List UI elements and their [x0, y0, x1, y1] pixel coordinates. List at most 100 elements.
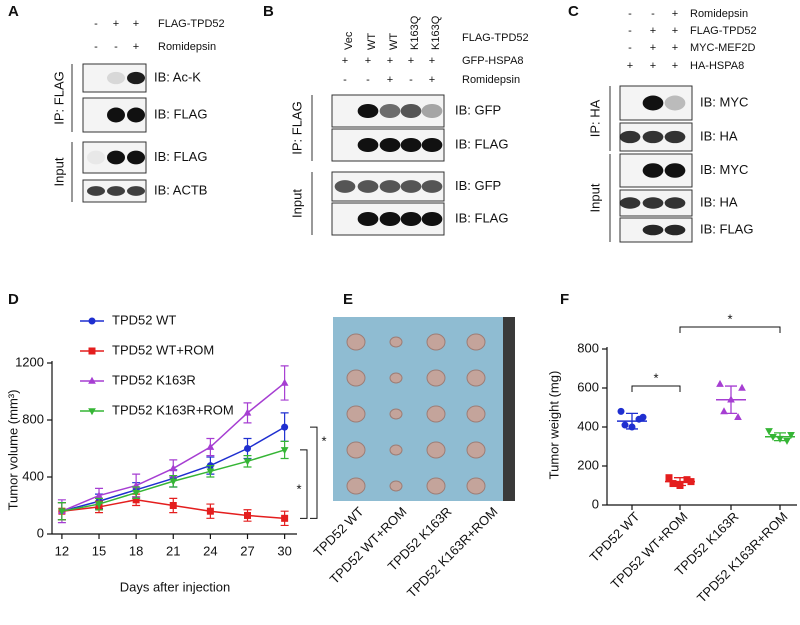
- lane-label: K163Q: [409, 15, 421, 50]
- sd-bar: [774, 432, 786, 442]
- blot-band: [642, 163, 664, 178]
- blot-band: [421, 180, 443, 193]
- marker: [243, 408, 252, 416]
- condition-sign: +: [429, 74, 435, 86]
- blot-band: [664, 95, 686, 111]
- blot-band: [107, 107, 125, 123]
- blot-band: [127, 150, 145, 165]
- blot-band: [400, 211, 422, 227]
- blot-band: [107, 71, 125, 85]
- condition-label: FLAG-TPD52: [690, 25, 757, 37]
- group-label: Input: [587, 183, 602, 212]
- condition-sign: +: [408, 55, 414, 67]
- marker: [206, 442, 215, 450]
- legend-label: TPD52 K163R+ROM: [112, 402, 234, 417]
- marker: [244, 511, 252, 519]
- condition-sign: +: [650, 60, 656, 72]
- condition-sign: +: [113, 18, 119, 30]
- blot-band: [421, 103, 443, 119]
- significance-bracket: [679, 326, 781, 333]
- condition-sign: +: [133, 41, 139, 53]
- x-tick-label: 18: [129, 543, 143, 558]
- condition-label: Romidepsin: [462, 74, 520, 86]
- condition-sign: -: [651, 8, 655, 20]
- panel-letter: A: [8, 3, 19, 20]
- panel-letter: F: [560, 291, 569, 308]
- condition-sign: +: [650, 25, 656, 37]
- y-axis-label: Tumor weight (mg): [546, 371, 561, 480]
- condition-sign: +: [387, 55, 393, 67]
- ib-label: IB: GFP: [455, 178, 501, 193]
- y-tick-label: 800: [577, 340, 599, 355]
- condition-sign: +: [672, 8, 678, 20]
- condition-sign: -: [628, 42, 632, 54]
- condition-sign: +: [672, 25, 678, 37]
- panel-letter: E: [343, 291, 353, 308]
- condition-sign: +: [387, 74, 393, 86]
- condition-sign: -: [114, 41, 118, 53]
- condition-label: Romidepsin: [158, 41, 216, 53]
- blot-band: [664, 224, 686, 236]
- blot-band: [642, 224, 664, 236]
- x-tick-label: 15: [92, 543, 106, 558]
- blot-band: [357, 180, 379, 193]
- sd-bar: [626, 412, 638, 430]
- blot-band: [357, 103, 379, 119]
- condition-sign: -: [628, 25, 632, 37]
- legend-label: TPD52 K163R: [112, 372, 196, 387]
- blot-band: [127, 186, 145, 196]
- tumor: [466, 441, 486, 459]
- ib-label: IB: MYC: [700, 162, 748, 177]
- annotation: *: [296, 481, 301, 496]
- lane-label: Vec: [343, 31, 355, 50]
- ib-label: IB: MYC: [700, 94, 748, 109]
- annotation: *: [727, 311, 732, 326]
- panel-letter: B: [263, 3, 274, 20]
- x-axis-label: Days after injection: [120, 579, 231, 594]
- blot-band: [87, 150, 105, 165]
- y-tick-label: 0: [37, 525, 44, 540]
- condition-label: FLAG-TPD52: [462, 32, 529, 44]
- tumor: [426, 333, 446, 351]
- blot-band: [357, 211, 379, 227]
- photo-label: TPD52 WT+ROM: [327, 504, 410, 587]
- tumor: [346, 477, 366, 495]
- y-tick-label: 600: [577, 379, 599, 394]
- marker: [88, 408, 96, 416]
- x-tick-label: 12: [55, 543, 69, 558]
- blot-band: [619, 197, 641, 209]
- marker: [95, 491, 103, 499]
- blot-band: [127, 71, 145, 85]
- condition-label: FLAG-TPD52: [158, 18, 225, 30]
- condition-label: MYC-MEF2D: [690, 42, 755, 54]
- marker: [281, 514, 289, 522]
- condition-sign: +: [133, 18, 139, 30]
- blot-band: [87, 186, 105, 196]
- legend-label: TPD52 WT: [112, 312, 176, 327]
- tumor: [389, 408, 403, 420]
- tumor: [389, 336, 403, 348]
- blot-band: [400, 180, 422, 193]
- tumor: [466, 333, 486, 351]
- ib-label: IB: ACTB: [154, 182, 207, 197]
- blot-band: [664, 197, 686, 209]
- marker: [281, 423, 289, 431]
- significance-bracket: [300, 449, 308, 519]
- ib-label: IB: GFP: [455, 102, 501, 117]
- condition-sign: -: [94, 41, 98, 53]
- blot-band: [664, 130, 686, 144]
- condition-sign: +: [365, 55, 371, 67]
- y-tick-label: 800: [22, 411, 44, 426]
- blot-band: [642, 197, 664, 209]
- lane-label: K163Q: [430, 15, 442, 50]
- condition-sign: -: [628, 8, 632, 20]
- group-label: IP: FLAG: [51, 71, 66, 124]
- significance-bracket: [631, 385, 681, 392]
- marker: [132, 489, 140, 497]
- condition-sign: -: [343, 74, 347, 86]
- tumor: [389, 480, 403, 492]
- y-axis-label: Tumor volume (mm³): [5, 390, 20, 511]
- x-tick-label: 24: [203, 543, 217, 558]
- marker: [58, 508, 66, 516]
